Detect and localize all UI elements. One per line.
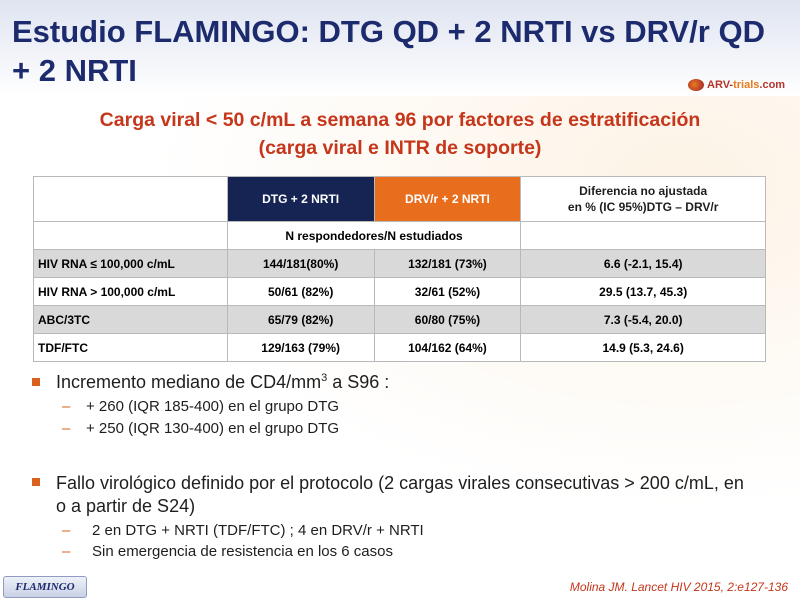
table-row: ABC/3TC 65/79 (82%) 60/80 (75%) 7.3 (-5.… (33, 305, 766, 334)
slide-subtitle: Carga viral < 50 c/mL a semana 96 por fa… (30, 106, 770, 162)
subtitle-line-2: (carga viral e INTR de soporte) (258, 137, 542, 159)
subheader-empty-cell (33, 221, 228, 250)
bullet-square-icon (32, 378, 40, 386)
sub-item-text: Sin emergencia de resistencia en los 6 c… (92, 543, 393, 560)
table-header-row: DTG + 2 NRTI DRV/r + 2 NRTI Diferencia n… (33, 176, 766, 222)
arv-trials-logo: ARV-trials.com (688, 75, 785, 95)
row-label: HIV RNA ≤ 100,000 c/mL (33, 249, 228, 278)
row-label: ABC/3TC (33, 305, 228, 334)
row-drv: 132/181 (73%) (373, 249, 522, 278)
dash-icon: – (62, 420, 71, 437)
row-drv: 104/162 (64%) (373, 333, 522, 362)
sub-item-text: 2 en DTG + NRTI (TDF/FTC) ; 4 en DRV/r +… (92, 522, 424, 539)
dash-icon: – (62, 543, 71, 560)
flamingo-badge: FLAMINGO (3, 576, 87, 598)
header-dtg: DTG + 2 NRTI (226, 176, 375, 222)
sub-item: – 2 en DTG + NRTI (TDF/FTC) ; 4 en DRV/r… (62, 522, 750, 539)
subheader-cell: N respondedores/N estudiados (226, 221, 522, 250)
citation: Molina JM. Lancet HIV 2015, 2:e127-136 (569, 580, 788, 594)
row-diff: 14.9 (5.3, 24.6) (520, 333, 766, 362)
table-row: HIV RNA ≤ 100,000 c/mL 144/181(80%) 132/… (33, 249, 766, 278)
title-bar (0, 0, 800, 96)
row-dtg: 129/163 (79%) (226, 333, 375, 362)
bullet-square-icon (32, 478, 40, 486)
logo-text: ARV-trials.com (707, 79, 786, 91)
row-dtg: 50/61 (82%) (226, 277, 375, 306)
bullet-text: Fallo virológico definido por el protoco… (56, 473, 744, 516)
row-label: TDF/FTC (33, 333, 228, 362)
table-row: TDF/FTC 129/163 (79%) 104/162 (64%) 14.9… (33, 333, 766, 362)
row-drv: 60/80 (75%) (373, 305, 522, 334)
header-empty-cell (33, 176, 228, 222)
header-diff: Diferencia no ajustada en % (IC 95%)DTG … (520, 176, 766, 222)
row-label: HIV RNA > 100,000 c/mL (33, 277, 228, 306)
sub-item-text: + 260 (IQR 185-400) en el grupo DTG (86, 398, 340, 415)
sub-item: – + 260 (IQR 185-400) en el grupo DTG (62, 398, 770, 415)
subtitle-line-1: Carga viral < 50 c/mL a semana 96 por fa… (99, 109, 701, 131)
dash-icon: – (62, 398, 71, 415)
bullet-item: Fallo virológico definido por el protoco… (30, 472, 750, 518)
dash-icon: – (62, 522, 71, 539)
bullet-list-cd4: Incremento mediano de CD4/mm3 a S96 : – … (30, 372, 770, 437)
row-diff: 6.6 (-2.1, 15.4) (520, 249, 766, 278)
row-diff: 29.5 (13.7, 45.3) (520, 277, 766, 306)
header-drv: DRV/r + 2 NRTI (373, 176, 522, 222)
logo-mark-icon (688, 79, 704, 91)
table-row: HIV RNA > 100,000 c/mL 50/61 (82%) 32/61… (33, 277, 766, 306)
row-diff: 7.3 (-5.4, 20.0) (520, 305, 766, 334)
sub-item: – + 250 (IQR 130-400) en el grupo DTG (62, 420, 770, 437)
slide-title: Estudio FLAMINGO: DTG QD + 2 NRTI vs DRV… (12, 14, 765, 88)
sub-item: – Sin emergencia de resistencia en los 6… (62, 543, 750, 560)
bullet-text: Incremento mediano de CD4/mm3 a S96 : (56, 372, 390, 392)
row-dtg: 144/181(80%) (226, 249, 375, 278)
results-table: DTG + 2 NRTI DRV/r + 2 NRTI Diferencia n… (33, 176, 766, 362)
subheader-empty-cell-right (520, 221, 766, 250)
bullet-list-failure: Fallo virológico definido por el protoco… (30, 472, 750, 560)
row-drv: 32/61 (52%) (373, 277, 522, 306)
table-subheader-row: N respondedores/N estudiados (33, 221, 766, 250)
row-dtg: 65/79 (82%) (226, 305, 375, 334)
bullet-item: Incremento mediano de CD4/mm3 a S96 : (30, 372, 770, 393)
sub-item-text: + 250 (IQR 130-400) en el grupo DTG (86, 420, 340, 437)
